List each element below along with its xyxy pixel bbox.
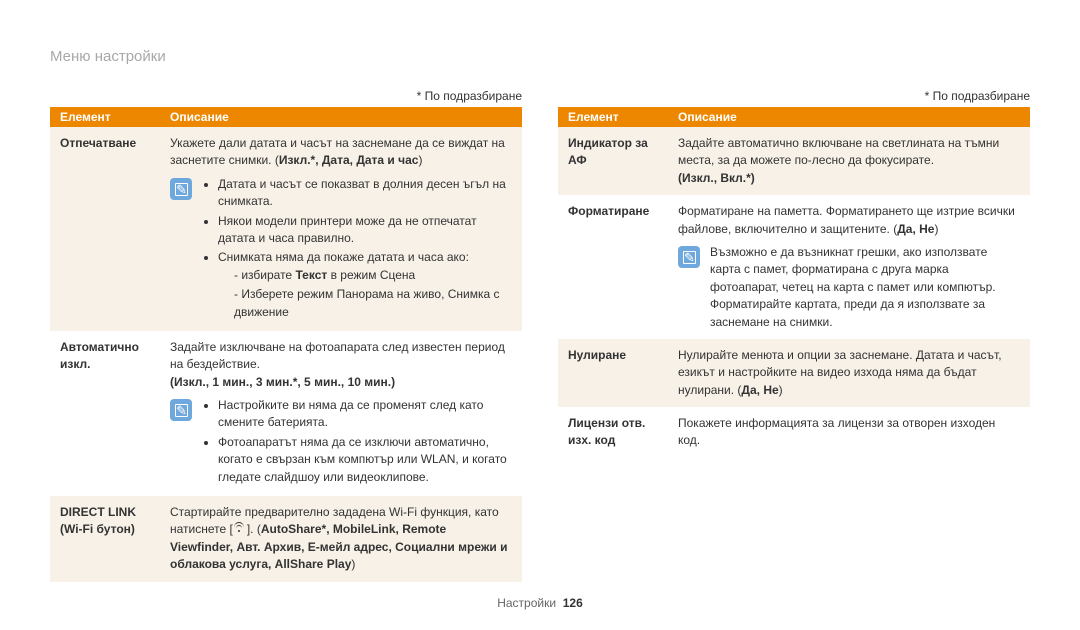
page-footer: Настройки 126 [0,596,1080,610]
row-desc: Стартирайте предварително зададена Wi-Fi… [160,496,522,582]
row-desc: Укажете дали датата и часът на заснемане… [160,127,522,331]
row-label: Автоматично изкл. [50,331,160,496]
row-label: Лицензи отв. изх. код [558,407,668,458]
row-desc: Форматиране на паметта. Форматирането ще… [668,195,1030,339]
row-desc: Задайте автоматично включване на светлин… [668,127,1030,195]
table-row: Автоматично изкл. Задайте изключване на … [50,331,522,496]
list-item: Настройките ви няма да се променят след … [218,397,512,432]
row-desc: Нулирайте менюта и опции за заснемане. Д… [668,339,1030,407]
col-element: Елемент [50,107,160,127]
row-label: Форматиране [558,195,668,339]
row-label: Отпечатване [50,127,160,331]
settings-table-left: Елемент Описание Отпечатване Укажете дал… [50,107,522,582]
note-text: Възможно е да възникнат грешки, ако изпо… [710,244,1020,331]
settings-table-right: Елемент Описание Индикатор за АФ Задайте… [558,107,1030,458]
note-icon [678,246,700,268]
note-icon [170,178,192,200]
row-label: Нулиране [558,339,668,407]
wifi-icon [233,525,247,535]
list-item: Датата и часът се показват в долния десе… [218,176,512,211]
table-row: Нулиране Нулирайте менюта и опции за зас… [558,339,1030,407]
table-row: Отпечатване Укажете дали датата и часът … [50,127,522,331]
row-desc: Покажете информацията за лицензи за отво… [668,407,1030,458]
row-label: Индикатор за АФ [558,127,668,195]
list-item: Някои модели принтери може да не отпечат… [218,213,512,248]
col-element: Елемент [558,107,668,127]
col-description: Описание [668,107,1030,127]
right-column: * По подразбиране Елемент Описание Индик… [558,89,1030,582]
page-title: Меню настройки [50,48,1030,65]
default-note: * По подразбиране [558,89,1030,103]
note-icon [170,399,192,421]
list-item: Снимката няма да покаже датата и часа ак… [218,249,512,321]
table-row: Форматиране Форматиране на паметта. Форм… [558,195,1030,339]
table-row: DIRECT LINK (Wi-Fi бутон) Стартирайте пр… [50,496,522,582]
col-description: Описание [160,107,522,127]
table-row: Индикатор за АФ Задайте автоматично вклю… [558,127,1030,195]
row-label: DIRECT LINK (Wi-Fi бутон) [50,496,160,582]
list-item: Изберете режим Панорама на живо, Снимка … [234,286,512,321]
left-column: * По подразбиране Елемент Описание Отпеч… [50,89,522,582]
list-item: Фотоапаратът няма да се изключи автомати… [218,434,512,486]
default-note: * По подразбиране [50,89,522,103]
table-row: Лицензи отв. изх. код Покажете информаци… [558,407,1030,458]
row-desc: Задайте изключване на фотоапарата след и… [160,331,522,496]
list-item: избирате Текст в режим Сцена [234,267,512,284]
